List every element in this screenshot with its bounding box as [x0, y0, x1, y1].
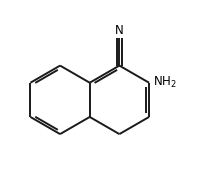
Text: N: N [115, 24, 124, 37]
Text: NH$_2$: NH$_2$ [153, 75, 177, 90]
